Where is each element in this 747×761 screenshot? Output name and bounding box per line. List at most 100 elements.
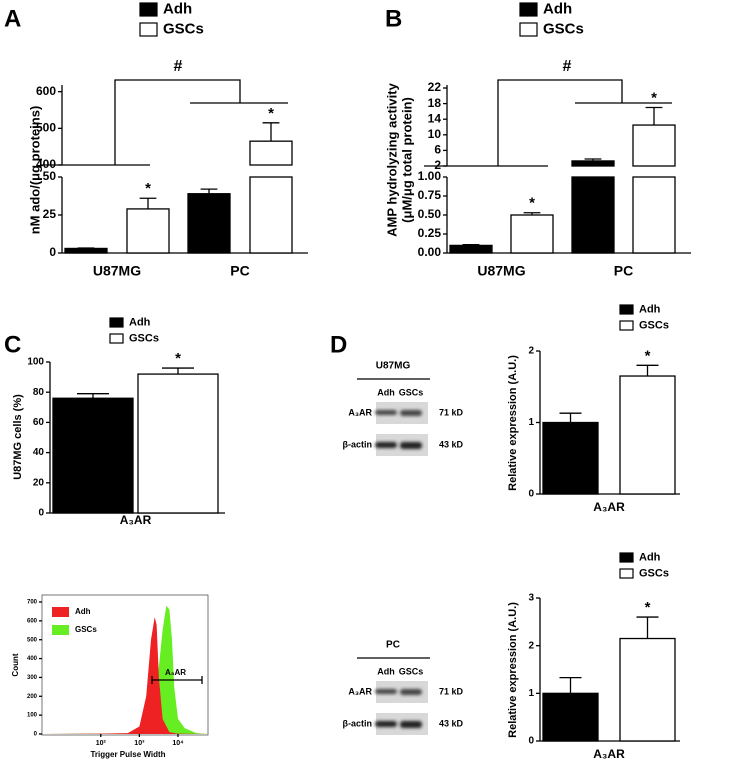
- blot-band: [375, 689, 397, 694]
- legend-swatch: [519, 2, 538, 17]
- panel-label: C: [4, 331, 21, 358]
- y-axis-label: Relative expression (A.U.): [507, 355, 519, 491]
- legend-label: Adh: [639, 551, 661, 563]
- y-tick-label: 14: [428, 111, 442, 125]
- legend-swatch: [619, 304, 634, 315]
- bar: [510, 214, 554, 254]
- y-tick-label: 400: [27, 656, 38, 662]
- legend-swatch: [619, 568, 634, 579]
- legend-label: GSCs: [639, 319, 669, 331]
- bar: [187, 193, 231, 254]
- panel-label: D: [330, 331, 347, 358]
- panel-label: B: [385, 5, 402, 32]
- y-tick-label: 2: [528, 640, 534, 651]
- lane-label: GSCs: [399, 387, 424, 397]
- y-tick-label: 40: [33, 447, 45, 458]
- y-tick-label: 18: [428, 96, 442, 110]
- legend-label: Adh: [129, 316, 151, 328]
- y-axis-label: U87MG cells (%): [12, 394, 24, 480]
- comparison-label: #: [563, 58, 572, 75]
- blot-band: [375, 410, 397, 415]
- y-tick-label: 2: [434, 158, 441, 172]
- y-tick-label: 0.25: [418, 226, 442, 240]
- y-axis-label: (μM/μg total protein): [399, 97, 414, 223]
- legend-label: Adh: [163, 0, 192, 17]
- bar: [449, 244, 493, 254]
- significance: *: [651, 89, 657, 106]
- y-tick-label: 20: [33, 477, 45, 488]
- bar: [571, 160, 615, 167]
- bar: [619, 637, 676, 742]
- blot-band: [400, 721, 422, 728]
- y-tick-label: 3: [528, 593, 534, 604]
- legend-swatch: [52, 625, 69, 635]
- legend-label: GSCs: [543, 20, 584, 37]
- significance: *: [529, 195, 535, 212]
- y-tick-label: 700: [27, 600, 38, 606]
- y-tick-label: 0: [528, 489, 534, 500]
- y-tick-label: 300: [27, 675, 38, 681]
- bar: [52, 397, 134, 514]
- y-tick-label: 600: [36, 84, 56, 98]
- blot-title: U87MG: [376, 361, 411, 372]
- bar: [249, 140, 293, 166]
- y-tick-label: 600: [27, 618, 38, 624]
- y-tick-label: 60: [33, 417, 45, 428]
- y-tick-label: 100: [27, 713, 38, 719]
- significance: *: [145, 180, 151, 197]
- gate-label: A₃AR: [165, 668, 186, 677]
- y-tick-label: 2: [528, 346, 534, 357]
- y-tick-label: 0: [49, 245, 56, 259]
- legend-swatch: [109, 333, 124, 344]
- blot-band: [375, 721, 397, 727]
- legend-label: GSCs: [163, 20, 204, 37]
- y-axis-label: Count: [11, 653, 20, 676]
- y-axis-label: nM ado/(μg proteins): [27, 106, 42, 235]
- x-tick-label: U87MG: [93, 263, 141, 279]
- legend-swatch: [619, 320, 634, 331]
- x-tick-label: U87MG: [477, 263, 525, 279]
- x-tick-label: A₃AR: [593, 747, 625, 761]
- x-tick-label: PC: [614, 263, 633, 279]
- x-tick-label: 10²: [96, 740, 107, 747]
- legend-swatch: [619, 552, 634, 563]
- bar: [542, 421, 599, 495]
- bar: [571, 176, 615, 254]
- y-tick-label: 22: [428, 80, 442, 94]
- legend-swatch: [52, 607, 69, 617]
- x-tick-label: 10³: [134, 740, 145, 747]
- y-tick-label: 0: [34, 732, 38, 738]
- blot-title: PC: [386, 640, 400, 651]
- legend-label: Adh: [639, 303, 661, 315]
- size-label: 71 kD: [439, 686, 464, 696]
- y-tick-label: 80: [33, 387, 45, 398]
- protein-label: A₃AR: [348, 407, 372, 417]
- bar: [137, 373, 219, 514]
- bar: [632, 176, 676, 254]
- significance: *: [268, 105, 274, 122]
- x-axis-label: Trigger Pulse Width: [90, 750, 165, 759]
- significance: *: [645, 347, 651, 364]
- blot-band: [375, 442, 397, 448]
- plot-frame: [41, 594, 209, 736]
- y-tick-label: 500: [36, 121, 56, 135]
- size-label: 43 kD: [439, 439, 464, 449]
- y-tick-label: 1.00: [418, 169, 442, 183]
- bar: [126, 208, 170, 254]
- bracket: [114, 79, 241, 165]
- y-tick-label: 0.50: [418, 207, 442, 221]
- x-tick-label: A₃AR: [120, 513, 152, 527]
- legend-label: GSCs: [75, 625, 97, 634]
- size-label: 43 kD: [439, 718, 464, 728]
- bar: [632, 124, 676, 167]
- y-tick-label: 1: [528, 417, 534, 428]
- lane-label: GSCs: [399, 666, 424, 676]
- y-tick-label: 0.00: [418, 245, 442, 259]
- protein-label: β-actin: [343, 439, 373, 449]
- legend-swatch: [109, 317, 124, 328]
- legend-swatch: [139, 2, 158, 17]
- bar: [249, 176, 293, 254]
- y-tick-label: 50: [43, 169, 57, 183]
- y-tick-label: 25: [43, 207, 57, 221]
